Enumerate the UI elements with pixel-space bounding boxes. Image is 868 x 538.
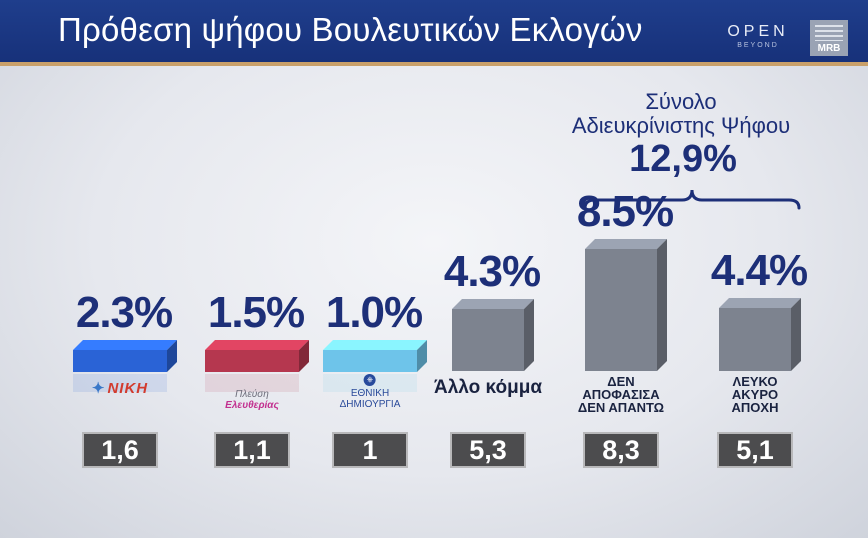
bar (73, 350, 167, 372)
plefsi-logo-line2: Ελευθερίας (225, 400, 279, 411)
bar-side (657, 239, 667, 371)
value-label: 8.5% (576, 187, 674, 236)
bar-side (167, 340, 177, 372)
previous-value-box: 1 (332, 432, 408, 468)
category-label: ΔΕΝ ΑΠΟΦΑΣΙΣΑ ΔΕΝ ΑΠΑΝΤΩ (578, 375, 664, 414)
value-label: 1.5% (207, 288, 305, 337)
value-label: 4.3% (443, 247, 541, 296)
niki-party-logo: ✦ ΝΙΚΗ (92, 379, 148, 397)
value-label: 1.0% (325, 288, 423, 337)
star-icon: ✦ (91, 380, 106, 397)
ethniki-party-logo: ⎈ ΕΘΝΙΚΗ ΔΗΜΙΟΥΡΓΙΑ (339, 374, 401, 410)
bar-top (205, 340, 309, 350)
category-label-line: ΛΕΥΚΟ (732, 374, 778, 389)
previous-value-box: 8,3 (583, 432, 659, 468)
undecided-bracket (583, 189, 801, 210)
undecided-total-label: Σύνολο Αδιευκρίνιστης Ψήφου (572, 90, 790, 138)
bar-top (73, 340, 177, 350)
category-label-line: ΔΕΝ (607, 374, 635, 389)
bar-top (323, 340, 427, 350)
previous-value-box: 1,6 (82, 432, 158, 468)
category-label-line: ΑΚΥΡΟ (731, 387, 779, 402)
category-label-line: ΔΕΝ ΑΠΑΝΤΩ (577, 400, 665, 415)
ethniki-logo-line1: ΕΘΝΙΚΗ (350, 388, 390, 399)
open-logo-word: OPEN (727, 23, 789, 40)
category-label-line: ΑΠΟΧΗ (731, 400, 779, 415)
ship-wheel-icon: ⎈ (363, 374, 376, 386)
bar (205, 350, 299, 372)
bar-top (452, 299, 534, 309)
previous-value-box: 5,3 (450, 432, 526, 468)
page-title: Πρόθεση ψήφου Βουλευτικών Εκλογών (58, 11, 643, 48)
category-label: Άλλο κόμμα (434, 377, 542, 399)
plefsi-party-logo: Πλεύση Ελευθερίας (225, 389, 279, 411)
mrb-logo-text: MRB (817, 43, 841, 54)
bar-top (719, 298, 801, 308)
header-rule (0, 62, 868, 66)
category-label-line: Άλλο κόμμα (433, 377, 543, 398)
open-logo-sub: BEYOND (737, 42, 779, 49)
niki-logo-text: ΝΙΚΗ (107, 380, 149, 397)
ethniki-logo-line2: ΔΗΜΙΟΥΡΓΙΑ (339, 399, 401, 410)
bar (719, 308, 791, 371)
bar-side (524, 299, 534, 371)
previous-value-box: 1,1 (214, 432, 290, 468)
previous-value-box: 5,1 (717, 432, 793, 468)
undecided-label-line1: Σύνολο (645, 89, 717, 114)
value-label: 2.3% (75, 288, 173, 337)
bar (323, 350, 417, 372)
open-tv-logo: OPEN BEYOND (722, 23, 794, 50)
bar-reflection (205, 374, 299, 392)
bar-side (299, 340, 309, 372)
value-label: 4.4% (710, 246, 808, 295)
undecided-total-value: 12,9% (629, 138, 737, 180)
plefsi-logo-line1: Πλεύση (235, 389, 269, 400)
bar (585, 249, 657, 371)
mrb-logo: MRB (810, 20, 848, 56)
bar-side (417, 340, 427, 372)
undecided-label-line2: Αδιευκρίνιστης Ψήφου (571, 113, 791, 138)
category-label-line: ΑΠΟΦΑΣΙΣΑ (582, 387, 660, 402)
bar (452, 309, 524, 371)
bar-side (791, 298, 801, 371)
category-label: ΛΕΥΚΟ ΑΚΥΡΟ ΑΠΟΧΗ (732, 375, 779, 414)
bar-reflection (73, 374, 167, 392)
mrb-logo-lines (815, 25, 843, 41)
header-bar: Πρόθεση ψήφου Βουλευτικών Εκλογών OPEN B… (0, 0, 868, 62)
bar-top (585, 239, 667, 249)
